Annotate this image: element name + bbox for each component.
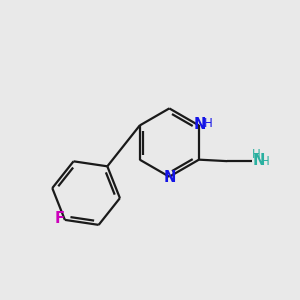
Text: H: H	[252, 148, 261, 161]
Text: F: F	[55, 212, 64, 226]
Text: H: H	[260, 154, 269, 168]
Text: N: N	[194, 117, 206, 132]
Text: H: H	[204, 117, 213, 130]
Text: N: N	[253, 153, 266, 168]
Text: N: N	[163, 170, 176, 185]
